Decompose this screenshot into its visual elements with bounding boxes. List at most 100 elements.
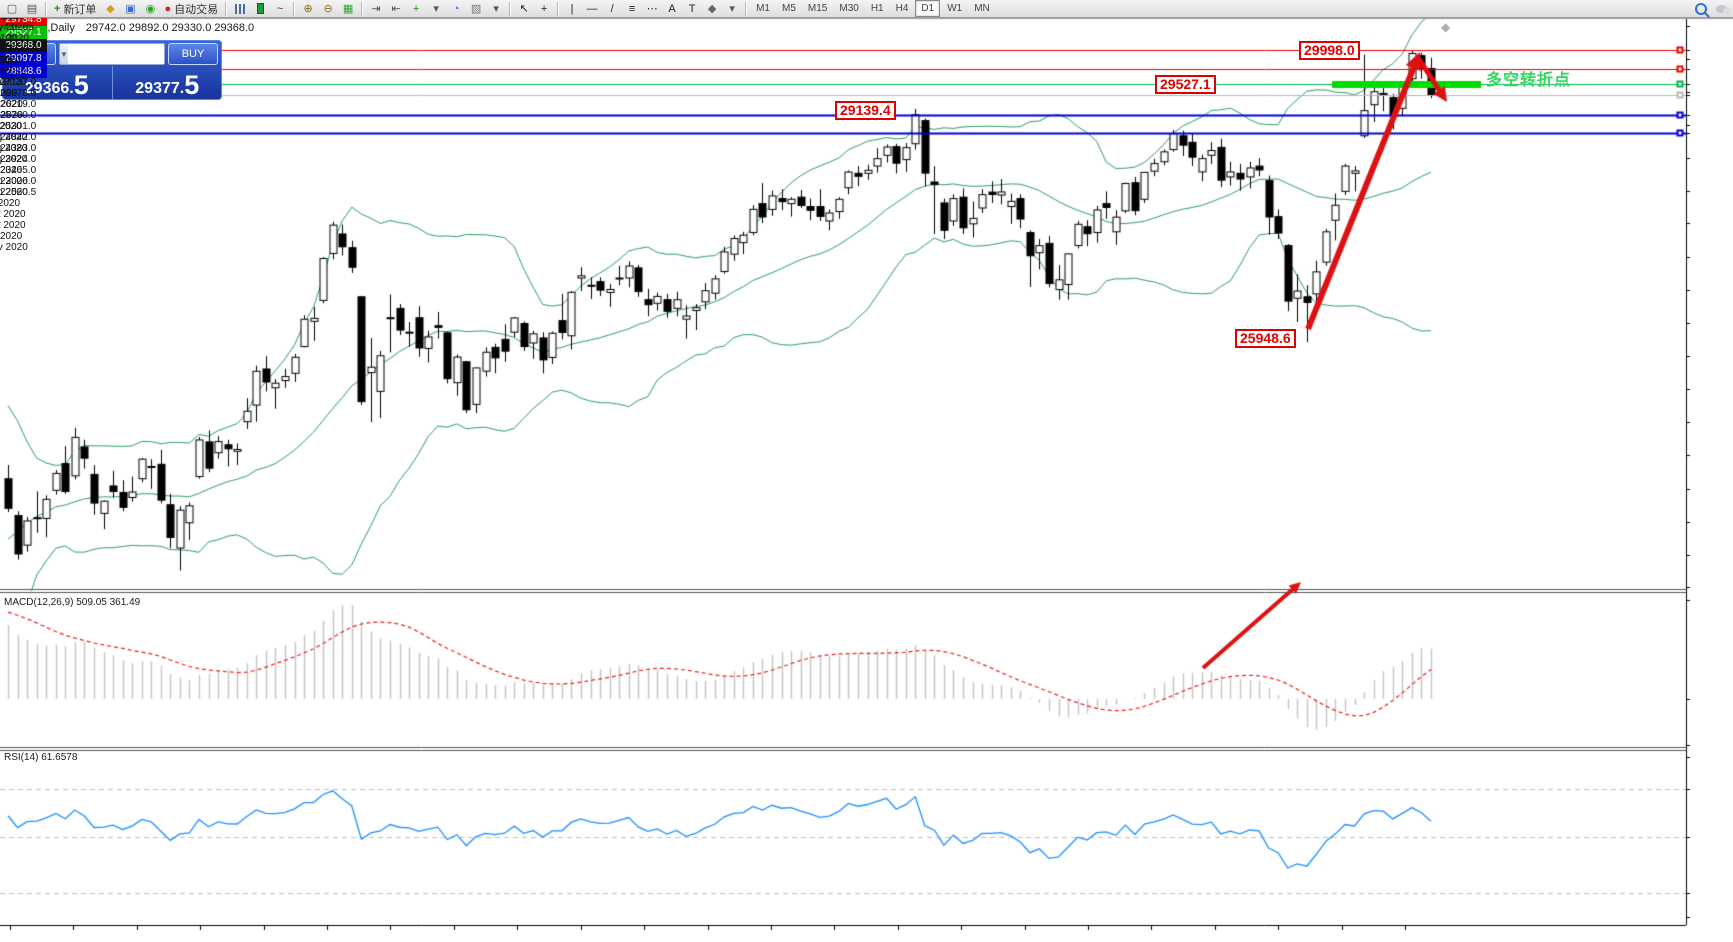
clock-icon[interactable]: ◔ (452, 2, 460, 15)
date-tick-label: 9 Sep 2020 (0, 165, 23, 176)
search-icon[interactable] (1692, 1, 1710, 17)
price-tick: 23465.0 (0, 165, 37, 176)
note-text[interactable]: 多空转折点 (1486, 72, 1572, 89)
indicators-dropdown-icon[interactable]: ▾ (433, 2, 439, 15)
price-tick: 25760.0 (0, 110, 37, 121)
timeframe-m15-button[interactable]: M15 (807, 3, 828, 14)
price-tick: 25301.0 (0, 121, 37, 132)
price-tick: 27137.0 (0, 77, 37, 88)
price-tick: 23006.0 (0, 176, 37, 187)
indicators-icon[interactable]: + (412, 2, 420, 15)
crosshair-icon[interactable]: + (540, 2, 548, 15)
line-chart-icon[interactable]: ~ (276, 2, 284, 15)
date-tick-label: 17 Jun 2020 (0, 66, 27, 77)
new-order-icon: + (54, 2, 61, 15)
date-tick-label: 15 Jul 2020 (0, 99, 23, 110)
toolbar-separator (361, 1, 364, 16)
candlestick-icon[interactable] (251, 1, 269, 17)
auto-scroll-icon[interactable]: ⇥ (371, 2, 381, 15)
date-tick-label: 29 May 2020 (0, 44, 29, 55)
shapes-dropdown-icon[interactable]: ▾ (729, 2, 735, 15)
date-tick-label: 21 Aug 2020 (0, 143, 28, 154)
price-annotation-label[interactable]: 25948.6 (1235, 329, 1296, 348)
rsi-indicator-label: RSI(14) 61.6578 (4, 752, 78, 763)
timeframe-h4-button[interactable]: H4 (895, 3, 909, 14)
text-icon[interactable]: A (668, 2, 676, 15)
date-tick-label: 31 Aug 2020 (0, 154, 28, 165)
rsi-scale-tick: 100 (0, 33, 17, 44)
date-tick-label: 3 Aug 2020 (0, 121, 22, 132)
date-tick-label: 16 Oct 2020 (0, 209, 26, 220)
timeframe-m30-button[interactable]: M30 (839, 3, 859, 14)
new-order-button-label: 新订单 (63, 3, 97, 16)
timeframe-h1-button[interactable]: H1 (870, 3, 884, 14)
date-tick-label: 8 Jun 2020 (0, 55, 21, 66)
price-tick: 24842.0 (0, 132, 37, 143)
zoom-in-icon[interactable]: ⊕ (303, 2, 313, 15)
volume-down-button[interactable]: ▼ (60, 44, 68, 64)
rsi-scale-tick: 0 (0, 77, 6, 88)
price-tick: 23924.0 (0, 154, 37, 165)
buy-price: 29377. 5 (111, 66, 223, 100)
tile-windows-icon[interactable]: ▦ (342, 2, 354, 15)
fibonacci-expansion-icon[interactable]: ⋯ (646, 2, 658, 15)
ohlc-values: 29742.0 29892.0 29330.0 29368.0 (85, 22, 255, 34)
date-tick-label: 11 May 2020 (0, 22, 29, 33)
volume-stepper: ▼ ▲ (59, 43, 165, 65)
vertical-line-icon[interactable]: | (570, 2, 574, 15)
timeframe-m1-button[interactable]: M1 (756, 3, 770, 14)
templates-icon[interactable]: ▧ (470, 2, 482, 15)
shapes-icon[interactable]: ◆ (707, 2, 717, 15)
toolbar-separator (509, 1, 512, 16)
price-annotation-label[interactable]: 29998.0 (1299, 41, 1360, 60)
date-tick-label: 4 Nov 2020 (0, 231, 23, 242)
rsi-scale-tick: 15 (0, 66, 12, 77)
timeframe-m5-button[interactable]: M5 (782, 3, 796, 14)
autotrading-button[interactable]: ● 自动交易 (161, 1, 221, 17)
chart-shift-icon[interactable]: ⇤ (391, 2, 401, 15)
signal-icon[interactable]: ◉ (145, 2, 156, 15)
data-window-icon[interactable]: ▤ (26, 2, 38, 15)
fibonacci-icon[interactable]: ≡ (628, 2, 636, 15)
new-window-icon[interactable]: ▢ (6, 2, 18, 15)
date-tick-label: 7 Oct 2020 (0, 198, 21, 209)
date-tick-label: 18 Sep 2020 (0, 176, 28, 187)
horizontal-line-icon[interactable]: — (586, 2, 598, 15)
macd-indicator-label: MACD(12,26,9) 509.05 361.49 (4, 597, 141, 608)
trendline-icon[interactable]: / (610, 2, 614, 15)
timeframe-d1-button[interactable]: D1 (915, 0, 941, 17)
new-order-button[interactable]: + 新订单 (51, 1, 99, 17)
toolbar-separator (557, 1, 560, 16)
templates-dropdown-icon[interactable]: ▾ (493, 2, 499, 15)
terminal-icon[interactable]: ▣ (125, 2, 136, 15)
buy-button[interactable]: BUY (168, 43, 218, 65)
price-annotation-label[interactable]: 29139.4 (835, 101, 896, 120)
price-line-label: 29097.8 (0, 52, 47, 65)
toolbar-separator (225, 1, 228, 16)
zoom-out-icon[interactable]: ⊖ (323, 2, 333, 15)
date-tick-label: 12 Aug 2020 (0, 132, 28, 143)
timeframe-w1-button[interactable]: W1 (947, 3, 963, 14)
rsi-scale-tick: 50 (0, 55, 12, 66)
date-tick-label: 20 May 2020 (0, 33, 29, 44)
price-line-label: 28848.6 (0, 65, 47, 78)
paint-bucket-icon[interactable]: ◆ (106, 2, 115, 15)
timeframe-mn-button[interactable]: MN (974, 3, 990, 14)
date-tick-label: 26 Jun 2020 (0, 77, 27, 88)
price-annotation-label[interactable]: 29527.1 (1155, 75, 1216, 94)
text-label-icon[interactable]: T (688, 2, 696, 15)
chat-icon[interactable] (1712, 1, 1731, 17)
date-tick-label: 13 Nov 2020 (0, 242, 28, 253)
volume-input[interactable] (67, 44, 164, 64)
toolbar-separator (293, 1, 296, 16)
price-line-label: 29527.1 (0, 26, 47, 39)
toolbar-separator (745, 1, 748, 16)
bar-chart-icon[interactable] (231, 1, 249, 17)
price-tick: 26678.0 (0, 88, 37, 99)
price-line-label: 29368.0 (0, 39, 47, 52)
cursor-icon[interactable]: ↖ (519, 2, 529, 15)
